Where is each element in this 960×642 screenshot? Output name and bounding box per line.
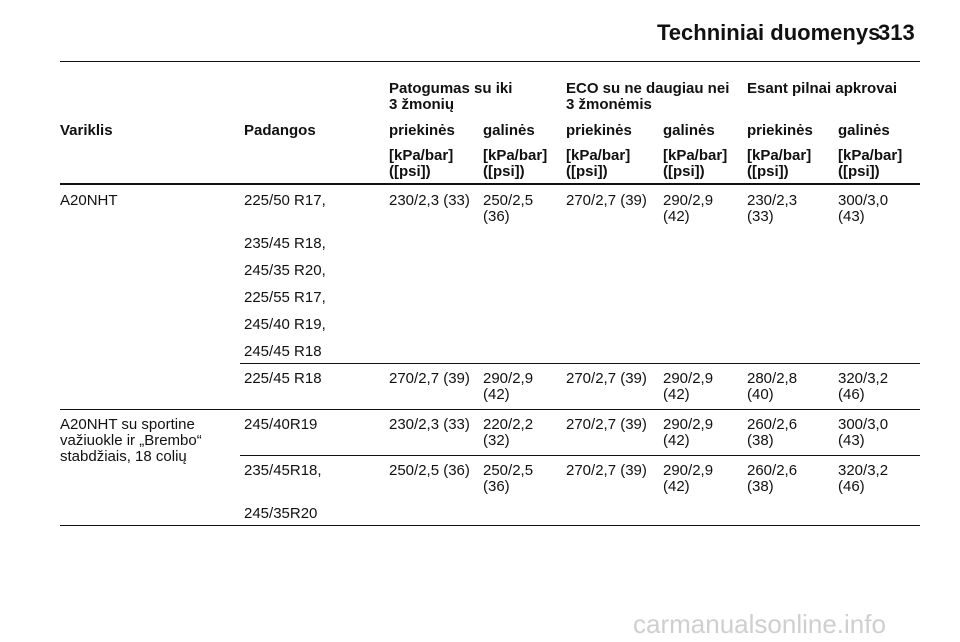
unit-header: [kPa/bar] ([psi]) — [747, 147, 812, 180]
header-bottom-rule — [60, 183, 920, 185]
column-header-engine: Variklis — [60, 122, 113, 139]
tyre-size-cell: 245/40 R19, — [244, 316, 326, 333]
row-divider — [240, 363, 920, 364]
column-header-full-front: priekinės — [747, 122, 813, 139]
column-header-tyres: Padangos — [244, 122, 316, 139]
unit-header: [kPa/bar] ([psi]) — [483, 147, 548, 180]
unit-header: [kPa/bar] ([psi]) — [838, 147, 903, 180]
unit-header: [kPa/bar] ([psi]) — [663, 147, 728, 180]
pressure-cell: 290/2,9 (42) — [483, 370, 534, 403]
pressure-cell: 230/2,3 (33) — [389, 192, 470, 209]
table-bottom-rule — [60, 525, 920, 526]
engine-cell: A20NHT su sportine važiuokle ir „Brembo“… — [60, 416, 202, 465]
pressure-cell: 260/2,6 (38) — [747, 416, 798, 449]
pressure-cell: 320/3,2 (46) — [838, 462, 889, 495]
watermark: carmanualsonline.info — [633, 609, 886, 639]
column-header-comfort-front: priekinės — [389, 122, 455, 139]
pressure-cell: 270/2,7 (39) — [389, 370, 470, 387]
tyre-size-cell: 225/50 R17, — [244, 192, 326, 209]
unit-header: [kPa/bar] ([psi]) — [389, 147, 454, 180]
tyre-size-cell: 245/35 R20, — [244, 262, 326, 279]
pressure-cell: 230/2,3 (33) — [747, 192, 798, 225]
column-header-eco-front: priekinės — [566, 122, 632, 139]
pressure-cell: 290/2,9 (42) — [663, 192, 714, 225]
pressure-cell: 290/2,9 (42) — [663, 416, 714, 449]
pressure-cell: 250/2,5 (36) — [389, 462, 470, 479]
row-divider — [60, 409, 920, 410]
pressure-cell: 230/2,3 (33) — [389, 416, 470, 433]
pressure-cell: 270/2,7 (39) — [566, 462, 647, 479]
group-header-eco: ECO su ne daugiau nei 3 žmonėmis — [566, 80, 730, 113]
pressure-cell: 260/2,6 (38) — [747, 462, 798, 495]
pressure-cell: 220/2,2 (32) — [483, 416, 534, 449]
tyre-size-cell: 245/35R20 — [244, 505, 318, 522]
header-divider — [60, 61, 920, 62]
pressure-cell: 270/2,7 (39) — [566, 192, 647, 209]
pressure-cell: 270/2,7 (39) — [566, 370, 647, 387]
pressure-cell: 250/2,5 (36) — [483, 462, 534, 495]
pressure-cell: 300/3,0 (43) — [838, 416, 889, 449]
tyre-size-cell: 225/55 R17, — [244, 289, 326, 306]
tyre-size-cell: 225/45 R18 — [244, 370, 322, 387]
row-divider — [240, 455, 920, 456]
group-header-comfort: Patogumas su iki 3 žmonių — [389, 80, 513, 113]
pressure-cell: 280/2,8 (40) — [747, 370, 798, 403]
unit-header: [kPa/bar] ([psi]) — [566, 147, 631, 180]
pressure-cell: 290/2,9 (42) — [663, 462, 714, 495]
group-header-full-load: Esant pilnai apkrovai — [747, 80, 898, 97]
pressure-cell: 320/3,2 (46) — [838, 370, 889, 403]
column-header-comfort-rear: galinės — [483, 122, 535, 139]
engine-cell: A20NHT — [60, 192, 118, 209]
tyre-size-cell: 235/45R18, — [244, 462, 322, 479]
column-header-full-rear: galinės — [838, 122, 890, 139]
tyre-size-cell: 245/40R19 — [244, 416, 318, 433]
tyre-size-cell: 245/45 R18 — [244, 343, 322, 360]
pressure-cell: 290/2,9 (42) — [663, 370, 714, 403]
tyre-size-cell: 235/45 R18, — [244, 235, 326, 252]
pressure-cell: 250/2,5 (36) — [483, 192, 534, 225]
page-number: 313 — [878, 20, 915, 45]
pressure-cell: 270/2,7 (39) — [566, 416, 647, 433]
column-header-eco-rear: galinės — [663, 122, 715, 139]
pressure-cell: 300/3,0 (43) — [838, 192, 889, 225]
page-header-title: Techniniai duomenys — [657, 20, 881, 45]
